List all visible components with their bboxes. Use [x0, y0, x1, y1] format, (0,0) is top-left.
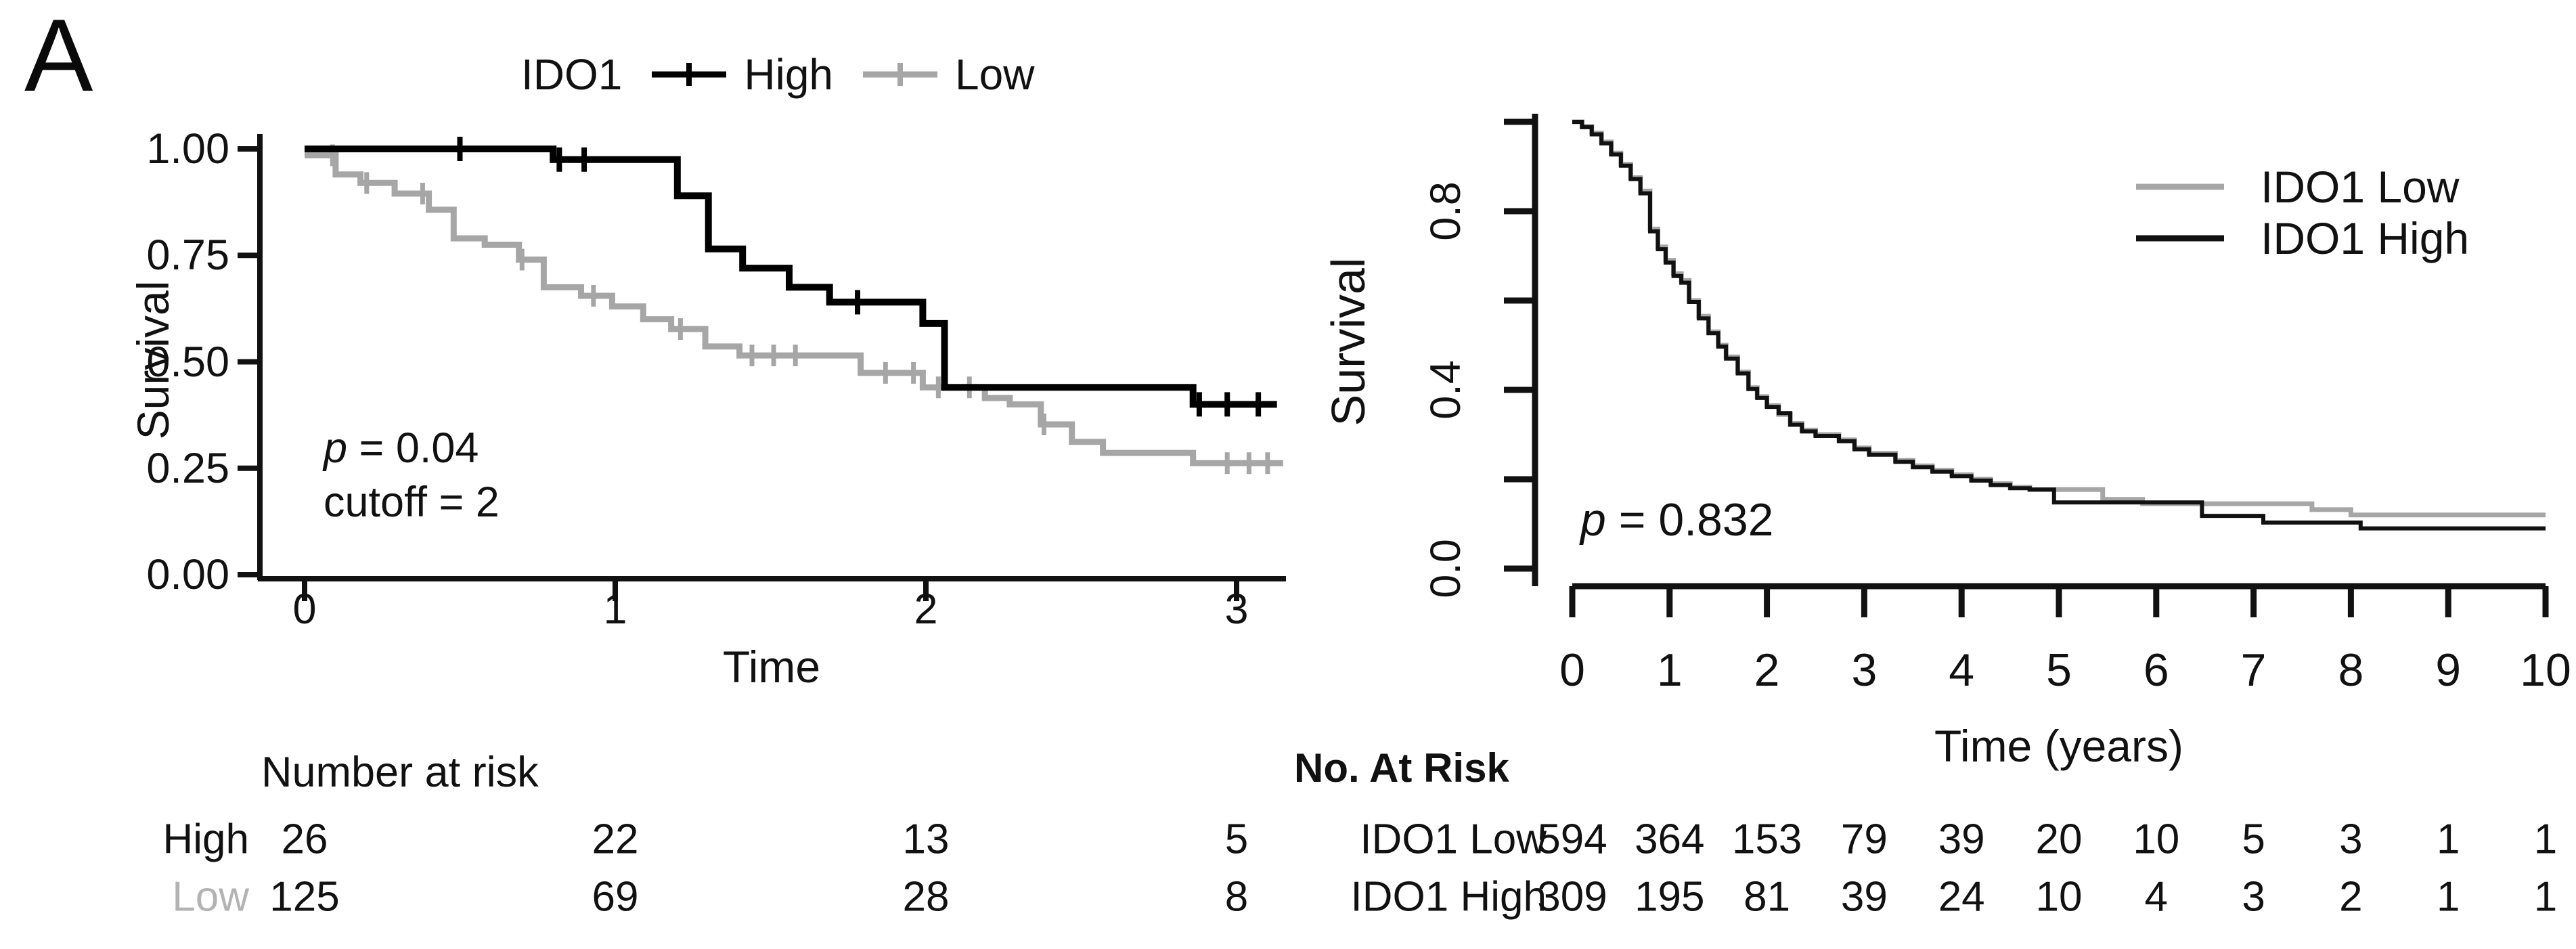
right-legend-label-low: IDO1 Low — [2261, 162, 2460, 212]
left-annotation: p = 0.04 cutoff = 2 — [324, 421, 499, 529]
right-x-tick-label: 0 — [1559, 644, 1585, 696]
km-curve-ido1-high — [1572, 120, 2546, 531]
right-y-tick-label: 0.4 — [1422, 360, 1469, 420]
left-legend: IDO1 High Low — [521, 45, 1034, 104]
right-y-tick-label: 0.0 — [1422, 539, 1469, 598]
right-risk-value: 594 — [1537, 816, 1607, 863]
left-y-tick-label: 0.75 — [146, 231, 229, 280]
left-risk-value: 5 — [1224, 816, 1249, 863]
right-risk-value: 1 — [2533, 873, 2558, 921]
right-risk-row-label-low: IDO1 Low — [1360, 816, 1547, 863]
left-x-axis-title: Time — [722, 642, 821, 692]
right-risk-value: 39 — [1938, 816, 1985, 863]
right-risk-value: 195 — [1635, 873, 1705, 921]
panel-label: A — [24, 0, 93, 113]
right-x-tick-label: 3 — [1851, 644, 1878, 696]
right-risk-value: 3 — [2242, 873, 2265, 921]
right-risk-value: 10 — [2035, 873, 2083, 921]
right-risk-value: 39 — [1840, 873, 1888, 921]
right-risk-value: 20 — [2035, 816, 2083, 863]
right-risk-value: 2 — [2339, 873, 2363, 921]
left-legend-label-high: High — [744, 50, 833, 99]
left-legend-item-high: High — [649, 49, 833, 100]
right-risk-row-label-high: IDO1 High — [1350, 873, 1547, 921]
right-risk-value: 1 — [2436, 816, 2460, 863]
right-y-tick-label: 0.8 — [1422, 181, 1469, 241]
left-x-tick-label: 0 — [292, 586, 317, 633]
right-x-tick-label: 8 — [2338, 644, 2364, 696]
left-risk-row-label-high: High — [162, 816, 249, 863]
left-legend-label-low: Low — [955, 50, 1035, 99]
left-risk-value: 28 — [902, 873, 950, 921]
left-risk-table-title: Number at risk — [261, 749, 539, 796]
right-x-tick-label: 5 — [2046, 644, 2072, 696]
left-legend-item-low: Low — [860, 49, 1034, 100]
right-risk-value: 24 — [1938, 873, 1985, 921]
left-x-tick-label: 2 — [914, 586, 938, 633]
right-x-tick-label: 2 — [1754, 644, 1780, 696]
left-legend-title: IDO1 — [521, 50, 623, 99]
right-risk-value: 309 — [1537, 873, 1607, 921]
left-y-tick-label: 0.25 — [146, 444, 229, 492]
left-y-tick-label: 1.00 — [146, 125, 229, 173]
left-risk-value: 26 — [281, 816, 328, 863]
left-risk-value: 22 — [592, 816, 639, 863]
left-risk-value: 8 — [1224, 873, 1249, 921]
left-x-tick-label: 1 — [603, 586, 627, 633]
left-risk-value: 69 — [592, 873, 639, 921]
right-legend-label-high: IDO1 High — [2261, 213, 2470, 263]
right-risk-value: 81 — [1744, 873, 1791, 921]
right-x-tick-label: 4 — [1949, 644, 1975, 696]
right-risk-value: 364 — [1635, 816, 1705, 863]
right-risk-value: 79 — [1840, 816, 1888, 863]
right-x-tick-label: 10 — [2520, 644, 2571, 696]
left-y-tick-label: 0.50 — [146, 338, 229, 386]
right-p-value: p = 0.832 — [1580, 494, 1774, 546]
left-x-tick-label: 3 — [1224, 586, 1249, 633]
km-line-high-icon — [652, 63, 727, 86]
right-risk-value: 3 — [2339, 816, 2363, 863]
right-x-tick-label: 6 — [2143, 644, 2169, 696]
right-x-axis-title: Time (years) — [1934, 721, 2183, 771]
left-cutoff: cutoff = 2 — [324, 479, 499, 526]
right-risk-value: 153 — [1731, 816, 1802, 863]
right-risk-value: 1 — [2436, 873, 2460, 921]
right-risk-value: 4 — [2144, 873, 2169, 921]
left-risk-row-label-low: Low — [172, 873, 249, 921]
km-curve-high — [305, 146, 1277, 408]
km-line-low-icon — [863, 63, 937, 86]
right-annotation: p = 0.832 — [1580, 493, 1774, 547]
right-y-axis-title: Survival — [1322, 257, 1375, 426]
right-x-tick-label: 1 — [1656, 644, 1683, 696]
left-y-tick-label: 0.00 — [146, 551, 229, 598]
left-risk-value: 13 — [902, 816, 950, 863]
right-risk-value: 10 — [2133, 816, 2180, 863]
left-p-value: p = 0.04 — [324, 424, 479, 472]
km-curve-low — [305, 152, 1283, 466]
right-risk-value: 5 — [2242, 816, 2265, 863]
right-risk-table-title: No. At Risk — [1294, 745, 1509, 791]
right-x-tick-label: 7 — [2240, 644, 2267, 696]
left-risk-value: 125 — [269, 873, 340, 921]
right-x-tick-label: 9 — [2435, 644, 2462, 696]
right-risk-value: 1 — [2533, 816, 2558, 863]
